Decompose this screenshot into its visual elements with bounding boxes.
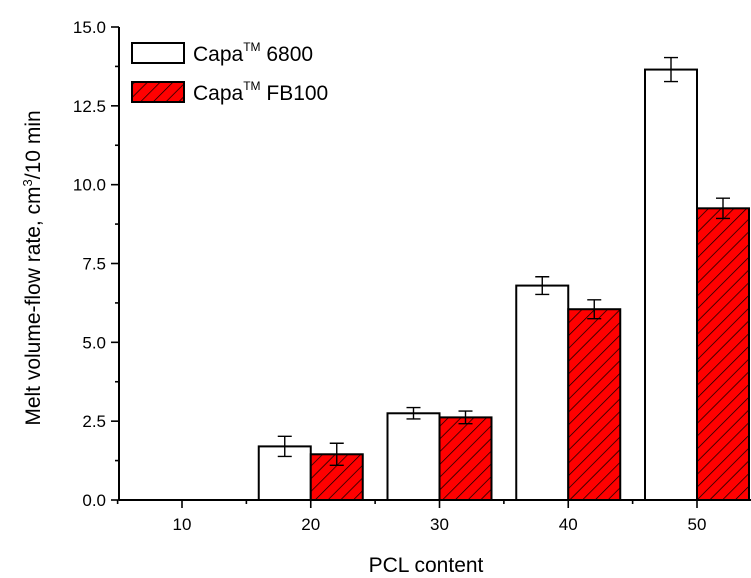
legend-item-capa-fb100: CapaTM FB100 [131,79,328,105]
x-tick-label: 40 [559,515,578,534]
y-tick-label: 2.5 [82,412,106,431]
legend-label-capa-6800: CapaTM 6800 [193,40,313,66]
legend-swatch-hatched [131,81,185,103]
y-tick-label: 7.5 [82,255,106,274]
error-bar-s1-30 [406,406,421,420]
bar-s1-50 [644,68,698,501]
error-bar-s2-30 [458,410,473,425]
x-axis-title: PCL content [369,554,484,577]
y-tick-label: 0.0 [82,491,106,510]
bar-s2-30 [438,416,493,501]
bar-s1-30 [386,412,441,501]
y-tick-label: 5.0 [82,333,106,352]
bar-s1-40 [515,284,570,501]
x-tick-label: 50 [688,515,707,534]
error-bar-s2-20 [329,442,344,467]
x-tick-label: 20 [301,515,320,534]
error-bar-s1-50 [664,56,678,83]
plot-area: 0.0 2.5 5.0 7.5 10.0 12.5 15.0 10 20 30 40 50 [73,18,751,534]
y-axis-title: Melt volume-flow rate, cm3/10 min [20,110,45,425]
legend-item-capa-6800: CapaTM 6800 [131,40,313,66]
bar-s2-50 [696,207,750,501]
x-tick-label: 30 [430,515,449,534]
y-tick-label: 12.5 [73,97,106,116]
legend-swatch-open [131,42,185,64]
legend: CapaTM 6800 CapaTM FB100 [131,40,328,105]
x-tick-label: 10 [173,515,192,534]
error-bar-s2-50 [716,197,730,220]
y-tick-label: 10.0 [73,176,106,195]
y-tick-label: 15.0 [73,18,106,37]
error-bar-s2-40 [587,299,602,320]
bar-s2-40 [567,308,622,501]
error-bar-s1-40 [535,276,550,296]
legend-label-capa-fb100: CapaTM FB100 [193,79,328,105]
error-bar-s1-20 [277,435,292,458]
